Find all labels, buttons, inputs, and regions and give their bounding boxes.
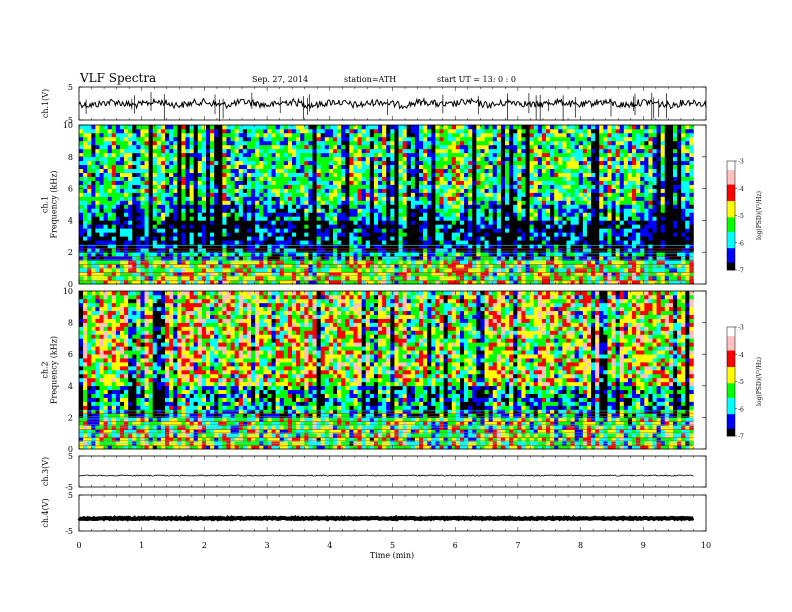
cb2-ticklabel-0: -3 [738,325,744,332]
station-label: station=ATH [344,75,396,84]
ch2-spec-cells [79,291,694,450]
cb1-label: log(PSD)(V²/Hz) [756,191,763,240]
ch1-spec-ylabel: ch.1Frequency (kHz) [41,170,59,238]
x-ticklabel-10: 10 [701,541,711,550]
ch1-colorbar: -3 -4 -5 -6 -7 log(PSD)(V²/Hz) [726,159,763,275]
cb2-ticklabel-2: -5 [738,379,744,386]
x-axis-label: Time (min) [370,551,414,560]
x-ticklabel-0: 0 [76,541,81,550]
ch2-spec-ticklabel-4: 8 [68,319,73,328]
cb2-label: log(PSD)(V²/Hz) [756,357,763,406]
ch4-waveform-panel: 5 -5 ch.4(V) [41,491,707,536]
ch4-ticklabel-1: -5 [65,527,73,536]
ch1-ticklabel-0: 5 [68,83,73,92]
cb1-ticklabel-3: -6 [738,240,744,247]
ch2-spec-ticklabel-2: 4 [68,382,73,391]
ch1-spec-ticklabel-4: 8 [68,153,73,162]
cb2-ticklabel-4: -7 [738,434,744,441]
ch2-spec-ticklabel-1: 2 [68,413,73,422]
ch2-spec-ticklabel-0: 0 [68,445,73,454]
start-time-label: start UT = 13: 0 : 0 [437,75,516,84]
ch1-spec-ticklabel-1: 2 [68,248,73,257]
ch1-spectrogram-panel: 0 2 4 6 8 10 ch.1Frequency (kHz) [41,121,707,289]
ch3-waveform-panel: 5 -5 ch.3(V) [41,452,707,492]
ch1-spec-ticklabel-3: 6 [68,185,73,194]
ch2-colorbar: -3 -4 -5 -6 -7 log(PSD)(V²/Hz) [726,325,763,441]
cb1-ticklabel-0: -3 [738,159,744,166]
ch3-ticklabel-0: 5 [68,452,73,461]
ch2-spectrogram-panel: 0 2 4 6 8 10 ch.2Frequency (kHz) [41,287,707,454]
ch3-trace [78,474,694,477]
figure-title: VLF Spectra [79,71,156,85]
cb1-ticklabel-4: -7 [738,268,744,275]
cb2-ticklabel-1: -4 [738,352,744,359]
cb1-ticklabel-1: -4 [738,186,744,193]
cb1-ticklabel-2: -5 [738,213,744,220]
ch1-waveform-panel: 5 -5 ch.1(V) [41,83,707,125]
ch4-frame [78,494,707,532]
x-ticklabel-2: 2 [202,541,207,550]
ch4-ylabel: ch.4(V) [41,498,50,527]
time-axis: 0 1 2 3 4 5 6 7 8 9 10 [76,541,711,550]
x-ticklabel-1: 1 [139,541,144,550]
x-ticklabel-3: 3 [265,541,270,550]
x-ticklabel-4: 4 [327,541,332,550]
x-ticklabel-8: 8 [578,541,583,550]
ch1-spec-ticklabel-5: 10 [63,121,73,130]
ch4-trace [77,514,695,522]
date-label: Sep. 27, 2014 [252,75,308,84]
ch2-spec-ylabel: ch.2Frequency (kHz) [41,336,59,404]
ch1-spec-ticklabel-0: 0 [68,280,73,289]
x-ticklabel-9: 9 [641,541,646,550]
ch1-spec-ticklabel-2: 4 [68,216,73,225]
ch3-ylabel: ch.3(V) [41,457,50,486]
ch1-spec-cells [79,125,694,285]
ch2-spec-ticklabel-5: 10 [63,287,73,296]
ch3-ticklabel-1: -5 [65,483,73,492]
ch1-trace [78,97,707,110]
ch2-spec-ticklabel-3: 6 [68,350,73,359]
ch3-frame [78,455,707,488]
ch4-ticklabel-0: 5 [68,491,73,500]
x-ticklabel-6: 6 [453,541,458,550]
cb2-ticklabel-3: -6 [738,406,744,413]
x-ticklabel-5: 5 [390,541,395,550]
x-ticklabel-7: 7 [515,541,520,550]
ch1-ticklabel-1: -5 [65,116,73,125]
ch1-ylabel: ch.1(V) [41,89,50,118]
